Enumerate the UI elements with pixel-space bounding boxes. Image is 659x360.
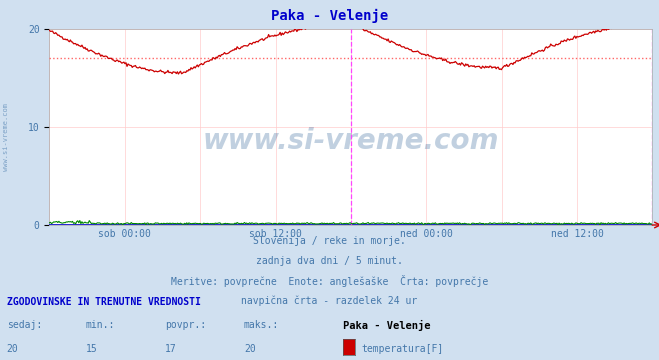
Text: ZGODOVINSKE IN TRENUTNE VREDNOSTI: ZGODOVINSKE IN TRENUTNE VREDNOSTI bbox=[7, 297, 200, 307]
Text: sedaj:: sedaj: bbox=[7, 320, 42, 330]
Text: zadnja dva dni / 5 minut.: zadnja dva dni / 5 minut. bbox=[256, 256, 403, 266]
Text: ned 00:00: ned 00:00 bbox=[400, 229, 453, 239]
Text: navpična črta - razdelek 24 ur: navpična črta - razdelek 24 ur bbox=[241, 295, 418, 306]
Text: 17: 17 bbox=[165, 344, 177, 354]
Text: www.si-vreme.com: www.si-vreme.com bbox=[3, 103, 9, 171]
Text: Slovenija / reke in morje.: Slovenija / reke in morje. bbox=[253, 236, 406, 246]
Text: Meritve: povprečne  Enote: anglešaške  Črta: povprečje: Meritve: povprečne Enote: anglešaške Črt… bbox=[171, 275, 488, 287]
Text: 20: 20 bbox=[7, 344, 18, 354]
Text: 20: 20 bbox=[244, 344, 256, 354]
Text: min.:: min.: bbox=[86, 320, 115, 330]
Text: maks.:: maks.: bbox=[244, 320, 279, 330]
Text: 15: 15 bbox=[86, 344, 98, 354]
Text: povpr.:: povpr.: bbox=[165, 320, 206, 330]
Text: Paka - Velenje: Paka - Velenje bbox=[343, 320, 430, 332]
Text: www.si-vreme.com: www.si-vreme.com bbox=[203, 127, 499, 155]
Text: Paka - Velenje: Paka - Velenje bbox=[271, 9, 388, 23]
Text: sob 12:00: sob 12:00 bbox=[249, 229, 302, 239]
Text: ned 12:00: ned 12:00 bbox=[551, 229, 604, 239]
Text: temperatura[F]: temperatura[F] bbox=[361, 344, 444, 354]
Text: sob 00:00: sob 00:00 bbox=[98, 229, 151, 239]
